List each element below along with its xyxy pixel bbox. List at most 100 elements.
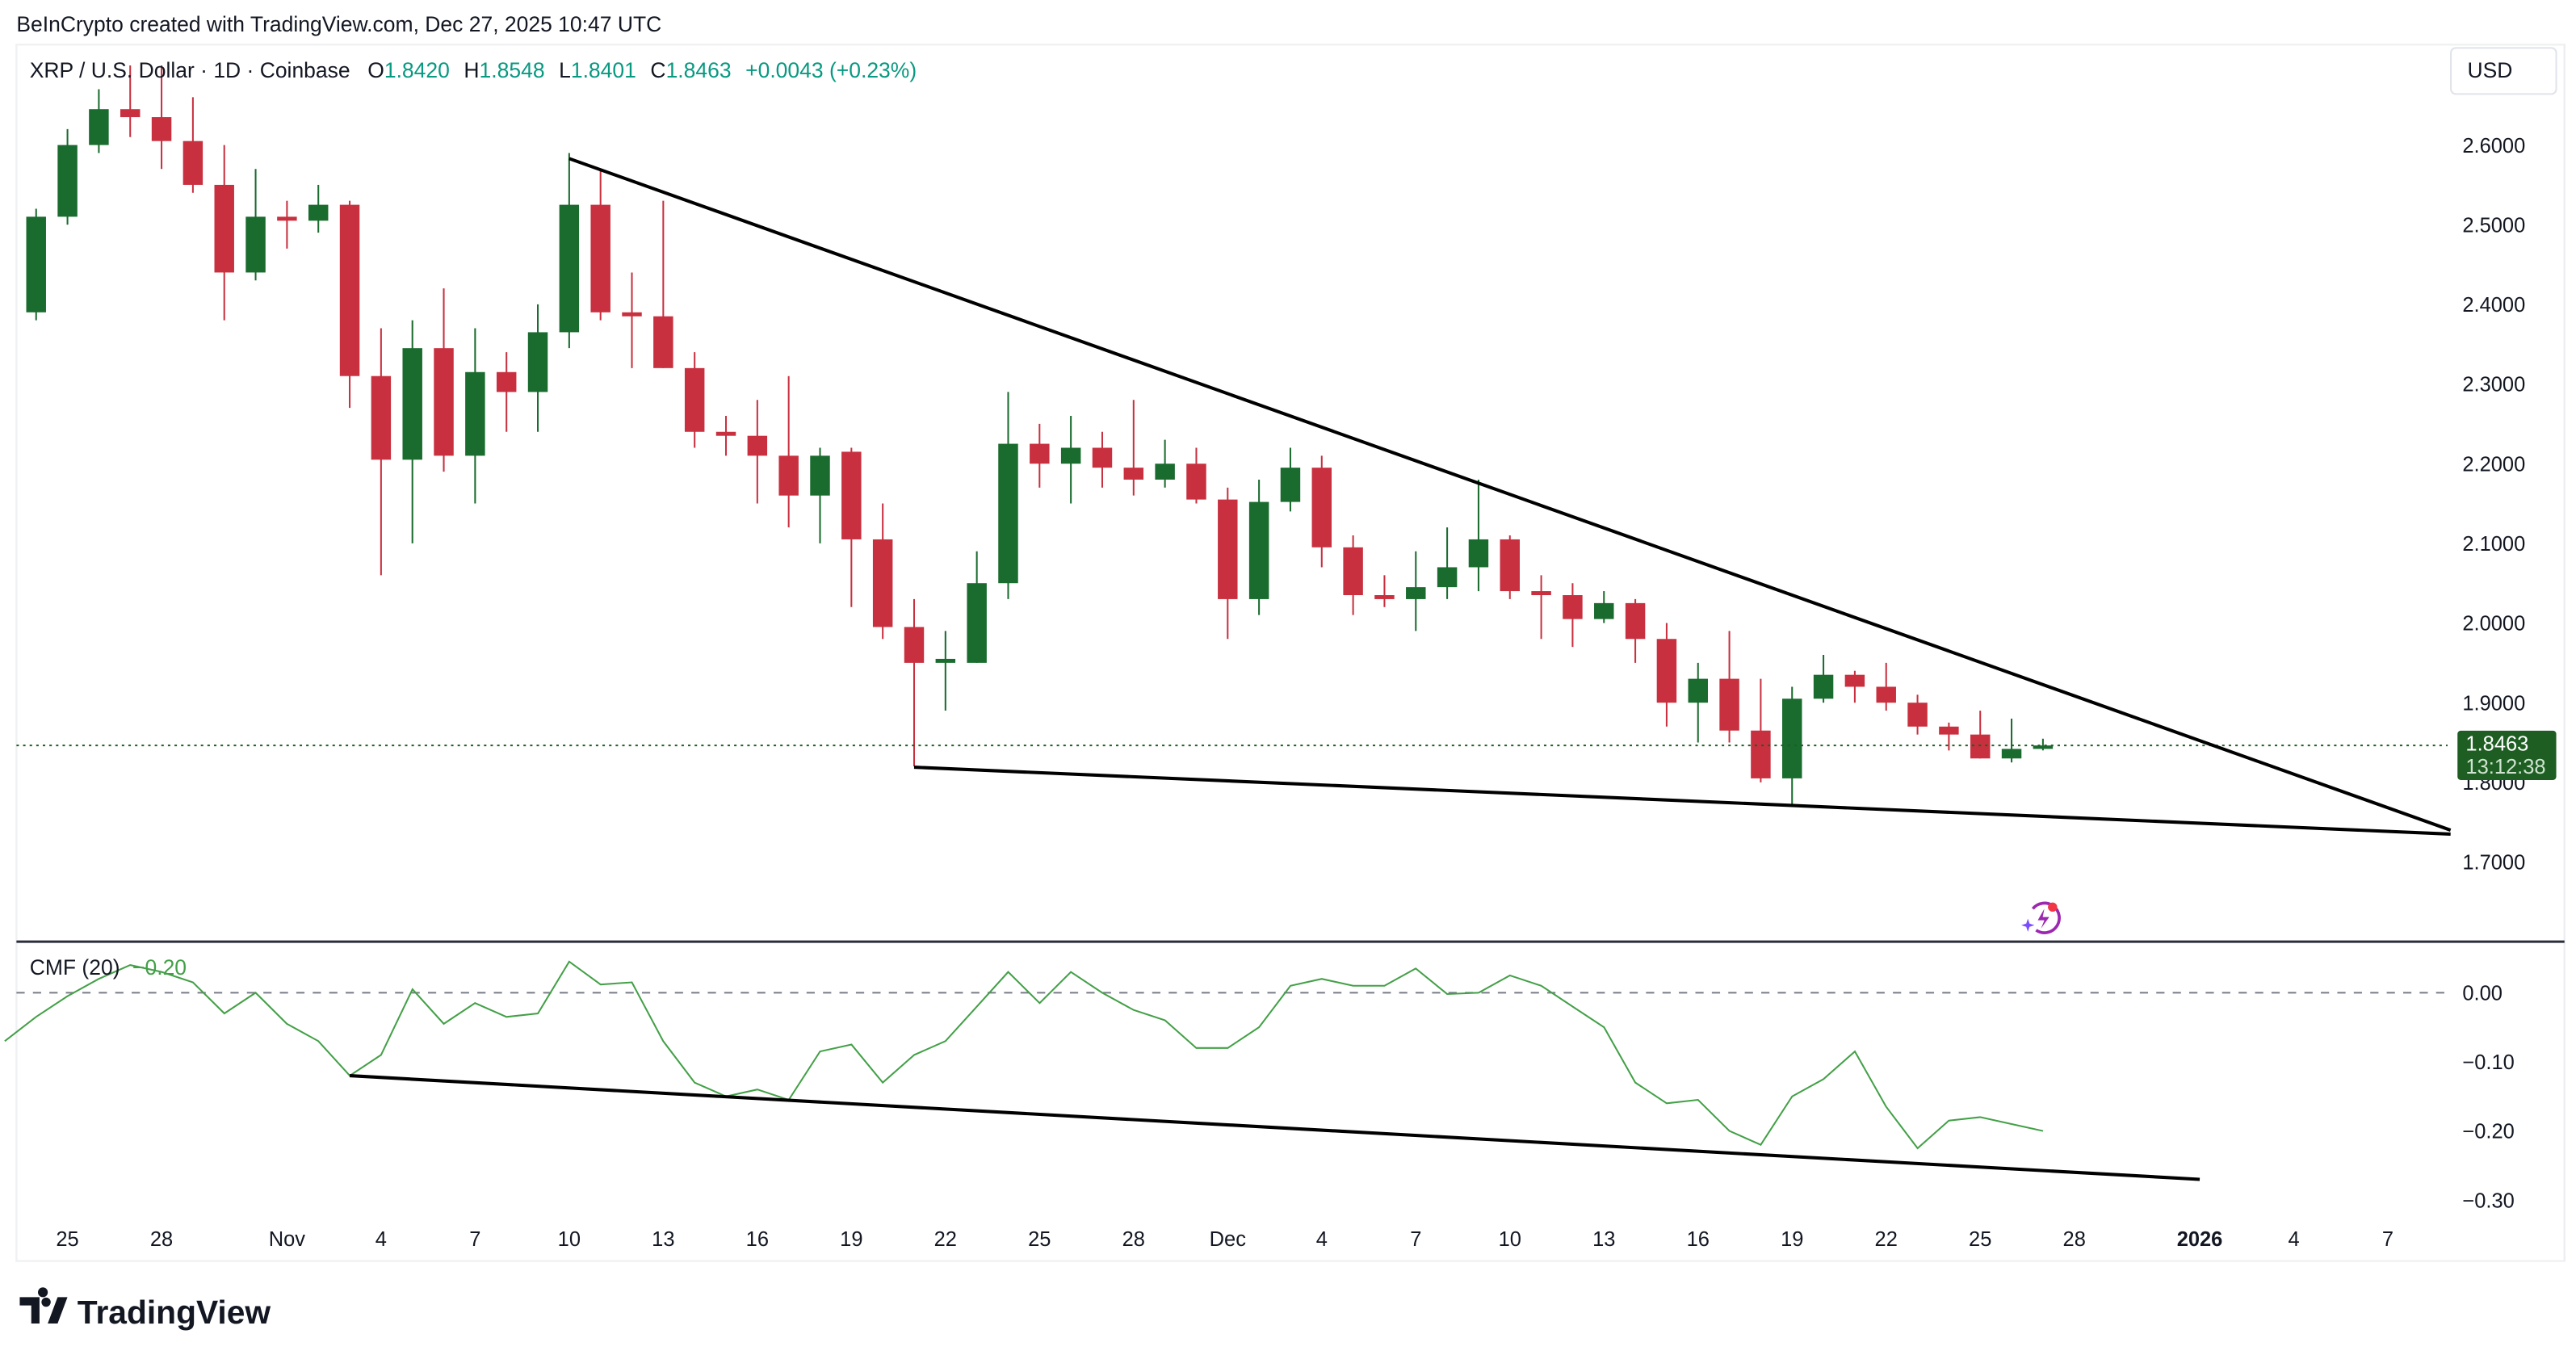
candle-2025-11-15[interactable] [715, 416, 736, 456]
candle-2025-10-27[interactable] [120, 65, 141, 137]
candle-2025-12-13[interactable] [1594, 591, 1614, 623]
chart-frame [15, 44, 2566, 1262]
cmf-trendline[interactable] [349, 1074, 2201, 1181]
candle-2025-11-02[interactable] [308, 184, 329, 233]
candle-body [1531, 591, 1551, 596]
candle-2025-12-17[interactable] [1719, 631, 1739, 743]
candle-body [1468, 539, 1489, 568]
time-tick-label: 25 [1969, 1228, 1991, 1251]
time-tick-label: 4 [2288, 1228, 2299, 1251]
lower-trendline[interactable] [913, 766, 2451, 837]
candle-body [527, 332, 548, 392]
time-tick-label: 25 [56, 1228, 78, 1251]
candle-2025-12-11[interactable] [1531, 575, 1551, 640]
time-axis[interactable]: 25 28 Nov 4 7 10 13 16 19 22 25 28 Dec 4 7 10 13 16 19 22 25… [56, 1228, 2393, 1251]
time-tick-label: 22 [1875, 1228, 1898, 1251]
candle-2025-12-09[interactable] [1468, 479, 1489, 592]
time-tick-label: 19 [840, 1228, 862, 1251]
candle-2025-12-04[interactable] [1311, 455, 1332, 568]
high-value: 1.8548 [480, 58, 545, 82]
candle-2025-11-10[interactable] [559, 153, 580, 349]
candle-2025-12-06[interactable] [1374, 575, 1395, 607]
candle-2025-10-24[interactable] [26, 208, 46, 321]
candle-2025-10-25[interactable] [57, 128, 78, 225]
price-tick-label: 2.4000 [2462, 294, 2525, 317]
candle-body [1563, 595, 1583, 619]
candle-2025-12-24[interactable] [1939, 722, 1959, 751]
candle-2025-11-09[interactable] [527, 304, 548, 432]
candle-body [998, 443, 1018, 584]
candle-2025-11-26[interactable] [1060, 416, 1081, 504]
candle-2025-11-22[interactable] [935, 631, 956, 711]
candle-2025-11-12[interactable] [622, 272, 642, 368]
candle-2025-12-10[interactable] [1500, 535, 1520, 599]
candle-2025-12-22[interactable] [1876, 662, 1896, 711]
candle-2025-11-24[interactable] [998, 392, 1018, 599]
cmf-pane[interactable] [4, 960, 2448, 1181]
candle-body [465, 371, 485, 456]
candle-2025-11-19[interactable] [841, 447, 862, 607]
candle-2025-11-30[interactable] [1186, 447, 1206, 504]
candle-body [277, 216, 297, 221]
candle-2025-11-06[interactable] [434, 288, 454, 472]
candle-2025-12-21[interactable] [1844, 670, 1865, 703]
candle-2025-10-26[interactable] [89, 89, 109, 153]
candle-body [1813, 674, 1834, 699]
candle-2025-12-02[interactable] [1248, 479, 1269, 615]
candle-2025-11-03[interactable] [339, 200, 360, 409]
lightning-sparkle-icon[interactable] [2021, 901, 2061, 934]
candle-body [1248, 501, 1269, 599]
time-tick-label: Nov [269, 1228, 306, 1251]
candle-2025-11-11[interactable] [590, 169, 610, 321]
candle-2025-12-18[interactable] [1751, 678, 1771, 782]
candle-body [1719, 678, 1739, 731]
candle-2025-11-01[interactable] [277, 200, 297, 249]
candle-2025-12-19[interactable] [1782, 686, 1802, 807]
candle-2025-12-23[interactable] [1907, 694, 1928, 735]
candle-2025-11-16[interactable] [747, 400, 768, 504]
candle-2025-11-07[interactable] [465, 328, 485, 504]
candle-body [935, 658, 956, 663]
candle-2025-12-08[interactable] [1437, 527, 1458, 599]
candle-body [1844, 674, 1865, 687]
candle-body [214, 184, 234, 273]
candle-2025-12-05[interactable] [1343, 535, 1363, 615]
time-tick-label: 28 [1122, 1228, 1145, 1251]
candle-2025-12-03[interactable] [1280, 447, 1301, 512]
candle-2025-12-26[interactable] [2001, 718, 2022, 763]
candle-2025-11-21[interactable] [904, 598, 925, 767]
candle-2025-11-14[interactable] [684, 352, 705, 448]
candle-body [402, 348, 422, 460]
candle-2025-12-25[interactable] [1970, 711, 1991, 759]
candle-2025-10-31[interactable] [245, 169, 266, 281]
candle-2025-12-12[interactable] [1563, 583, 1583, 648]
price-axis[interactable]: 2.6000 2.5000 2.4000 2.3000 2.2000 2.1000 2.00… [2457, 135, 2557, 1213]
candle-2025-11-17[interactable] [778, 375, 799, 528]
candle-2025-12-20[interactable] [1813, 654, 1834, 703]
candle-2025-11-28[interactable] [1123, 400, 1144, 496]
candle-2025-11-27[interactable] [1092, 431, 1113, 488]
candle-2025-11-29[interactable] [1155, 439, 1175, 488]
candle-body [57, 145, 78, 217]
candle-2025-12-16[interactable] [1688, 662, 1708, 743]
candle-2025-12-27[interactable] [2033, 738, 2054, 751]
candle-2025-11-25[interactable] [1030, 423, 1050, 488]
candle-2025-11-13[interactable] [653, 200, 673, 368]
candle-2025-12-15[interactable] [1656, 623, 1677, 727]
candle-2025-12-01[interactable] [1218, 487, 1238, 640]
tradingview-logo[interactable]: TradingView [19, 1287, 271, 1331]
candle-2025-11-08[interactable] [496, 352, 517, 432]
candle-2025-10-30[interactable] [214, 145, 234, 321]
currency-button[interactable]: USD [2450, 47, 2557, 95]
candle-2025-10-29[interactable] [183, 97, 203, 193]
candle-2025-11-18[interactable] [810, 447, 830, 543]
candle-2025-12-14[interactable] [1625, 598, 1646, 663]
candle-2025-11-05[interactable] [402, 320, 422, 543]
candle-2025-12-07[interactable] [1406, 551, 1426, 631]
price-pane[interactable] [16, 65, 2452, 837]
candle-2025-11-23[interactable] [967, 551, 987, 663]
candle-2025-11-04[interactable] [371, 328, 392, 576]
candle-2025-10-28[interactable] [151, 65, 172, 170]
candle-2025-11-20[interactable] [872, 503, 893, 640]
upper-trendline[interactable] [568, 157, 2452, 832]
